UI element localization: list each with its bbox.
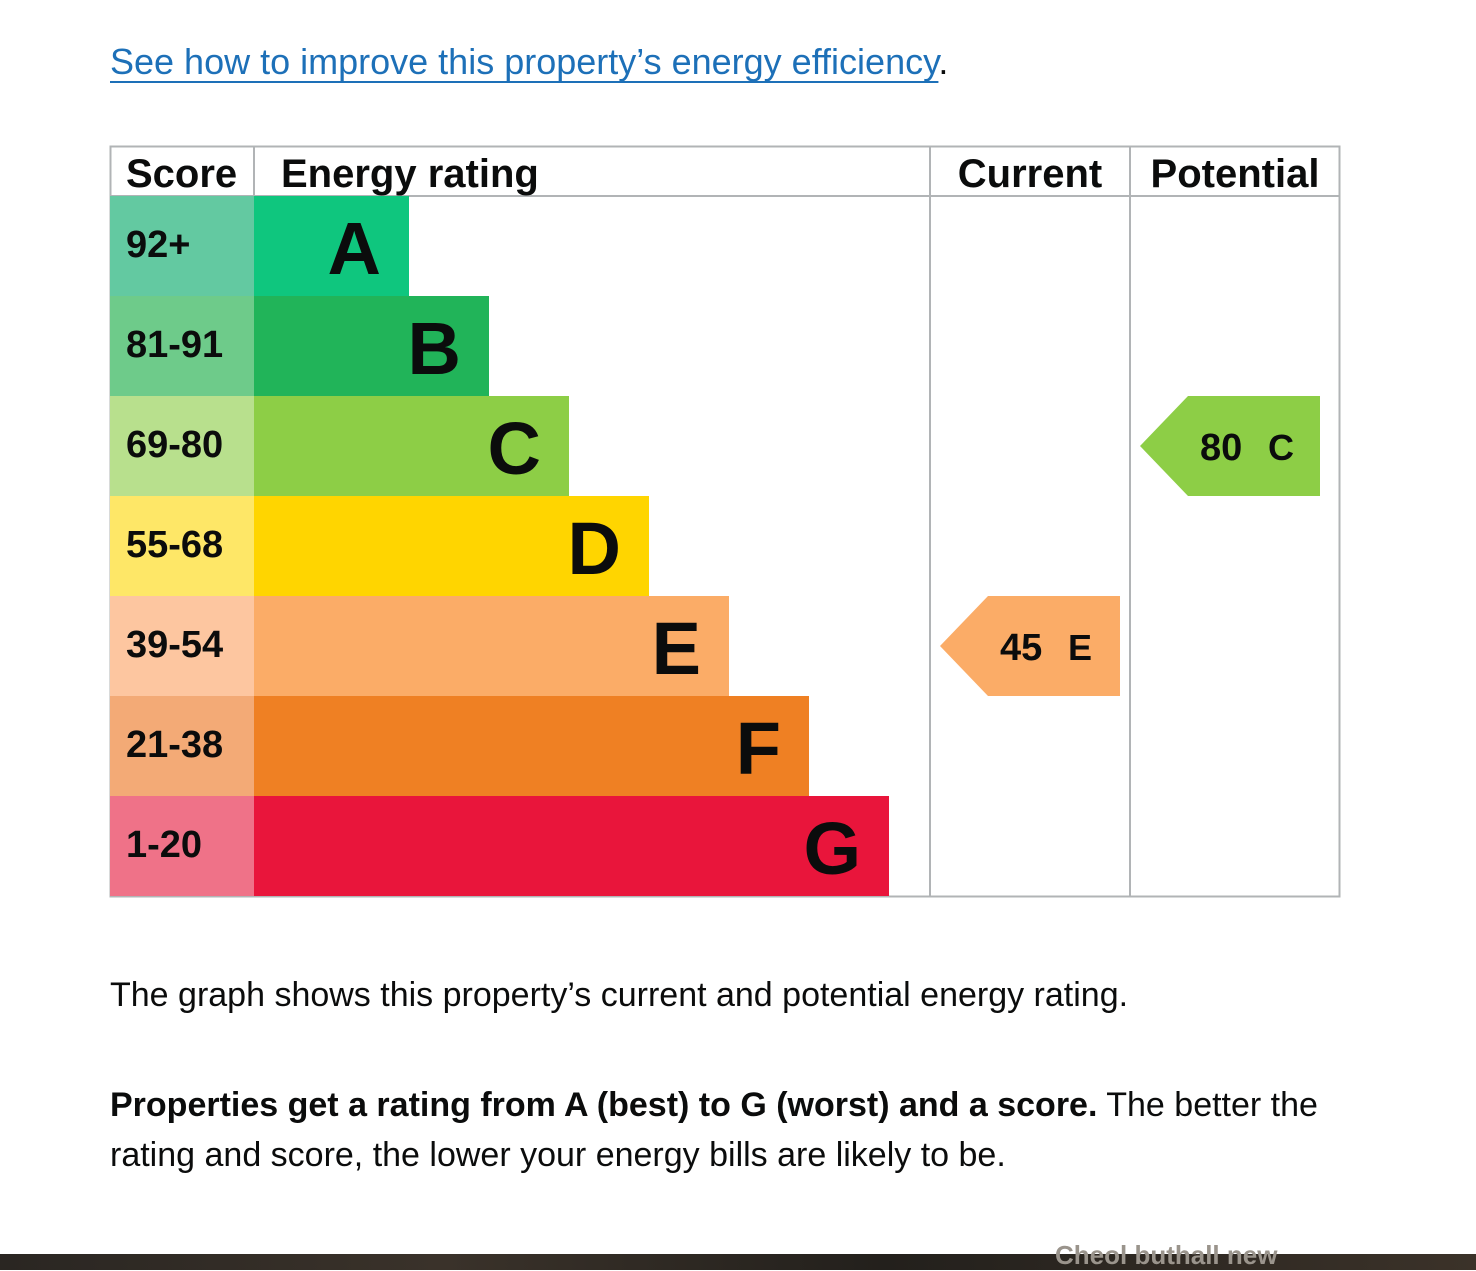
score-cell-d <box>110 496 254 596</box>
band-letter-a: A <box>328 207 381 290</box>
epc-rating-chart: Score Energy rating Current Potential 92+ A 81… <box>109 145 1341 898</box>
score-cell-a <box>110 196 254 296</box>
potential-rating-score: 80 <box>1200 427 1242 469</box>
header-energy-rating: Energy rating <box>281 152 539 196</box>
current-rating-arrow <box>940 596 1120 696</box>
score-range-e: 39-54 <box>126 624 223 666</box>
rating-explanation: Properties get a rating from A (best) to… <box>110 1080 1350 1180</box>
graph-description: The graph shows this property’s current … <box>110 976 1129 1014</box>
score-range-b: 81-91 <box>126 324 223 366</box>
rating-explanation-bold: Properties get a rating from A (best) to… <box>110 1086 1098 1124</box>
band-letter-d: D <box>568 507 621 590</box>
score-range-f: 21-38 <box>126 724 223 766</box>
header-potential: Potential <box>1151 152 1320 196</box>
current-rating-score: 45 <box>1000 627 1042 669</box>
band-bar-b <box>254 296 489 396</box>
band-bar-f <box>254 696 809 796</box>
band-letter-e: E <box>652 607 701 690</box>
band-bar-d <box>254 496 649 596</box>
band-letter-b: B <box>408 307 461 390</box>
score-range-d: 55-68 <box>126 524 223 566</box>
header-score: Score <box>126 152 237 196</box>
score-cell-g <box>110 796 254 896</box>
score-range-a: 92+ <box>126 224 190 266</box>
link-full-stop: . <box>938 41 949 82</box>
band-letter-g: G <box>803 807 861 890</box>
band-bar-e <box>254 596 729 696</box>
score-cell-e <box>110 596 254 696</box>
band-bar-g <box>254 796 889 896</box>
bottom-strip-text: Cheol buthall new <box>1055 1240 1278 1270</box>
score-range-c: 69-80 <box>126 424 223 466</box>
score-cell-f <box>110 696 254 796</box>
bottom-image-strip: Cheol buthall new <box>0 1240 1476 1270</box>
band-bar-c <box>254 396 569 496</box>
header-current: Current <box>958 152 1102 196</box>
current-rating-letter: E <box>1068 627 1092 668</box>
potential-rating-letter: C <box>1268 427 1294 468</box>
score-range-g: 1-20 <box>126 824 202 866</box>
band-letter-f: F <box>736 707 781 790</box>
band-letter-c: C <box>488 407 541 490</box>
score-cell-c <box>110 396 254 496</box>
improve-energy-efficiency-link[interactable]: See how to improve this property’s energ… <box>110 41 939 82</box>
rating-explanation-rest: The better the rating and score, the low… <box>110 1086 1318 1174</box>
potential-rating-arrow <box>1140 396 1320 496</box>
improve-link-row: See how to improve this property’s energ… <box>110 38 948 86</box>
band-bar-a <box>254 196 409 296</box>
score-cell-b <box>110 296 254 396</box>
